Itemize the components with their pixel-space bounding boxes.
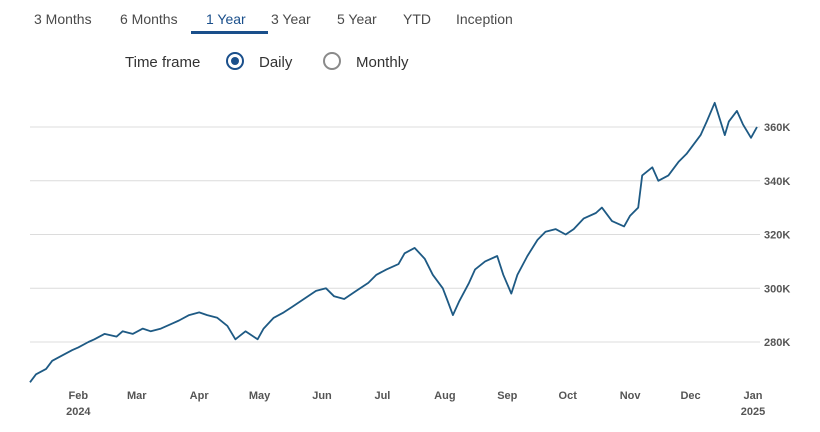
- grid-lines: [30, 126, 760, 343]
- timeframe-label: Time frame: [125, 54, 201, 71]
- daily-radio-label[interactable]: Daily: [259, 54, 293, 71]
- tab-3-year[interactable]: 3 Year: [271, 11, 311, 27]
- tab-6-months[interactable]: 6 Months: [120, 11, 178, 27]
- y-tick-label: 360K: [764, 122, 790, 134]
- x-tick-label: Feb: [69, 390, 89, 402]
- x-tick-label: Aug: [434, 390, 455, 402]
- y-tick-label: 280K: [764, 337, 790, 349]
- x-tick-label: Jan: [743, 390, 762, 402]
- timeframe-selector: Time frame Daily Monthly: [0, 52, 820, 76]
- y-tick-label: 300K: [764, 283, 790, 295]
- x-tick-label: Nov: [620, 390, 642, 402]
- active-tab-indicator: [191, 31, 268, 34]
- x-tick-label: Jul: [374, 390, 390, 402]
- y-tick-label: 340K: [764, 176, 790, 188]
- x-axis-labels: Feb Mar Apr May Jun Jul Aug Sep Oct Nov Dec Jan 2024…: [66, 390, 765, 418]
- x-year-label: 2024: [66, 406, 91, 418]
- x-tick-label: Dec: [680, 390, 700, 402]
- x-tick-label: Sep: [497, 390, 517, 402]
- series-line: [29, 101, 758, 383]
- tab-ytd[interactable]: YTD: [403, 11, 431, 27]
- x-tick-label: May: [249, 390, 271, 402]
- tab-inception[interactable]: Inception: [456, 11, 513, 27]
- tab-5-year[interactable]: 5 Year: [337, 11, 377, 27]
- y-tick-label: 320K: [764, 230, 790, 242]
- daily-radio[interactable]: [226, 52, 244, 70]
- x-tick-label: Oct: [559, 390, 578, 402]
- y-axis-labels: 280K 300K 320K 340K 360K: [764, 122, 790, 349]
- monthly-radio-label[interactable]: Monthly: [356, 54, 409, 71]
- tab-3-months[interactable]: 3 Months: [34, 11, 92, 27]
- x-year-label: 2025: [741, 406, 765, 418]
- monthly-radio[interactable]: [323, 52, 341, 70]
- x-tick-label: Jun: [312, 390, 332, 402]
- x-tick-label: Apr: [190, 390, 210, 402]
- tab-1-year[interactable]: 1 Year: [206, 11, 246, 27]
- x-tick-label: Mar: [127, 390, 147, 402]
- period-tabs: 3 Months 6 Months 1 Year 3 Year 5 Year Y…: [0, 0, 820, 36]
